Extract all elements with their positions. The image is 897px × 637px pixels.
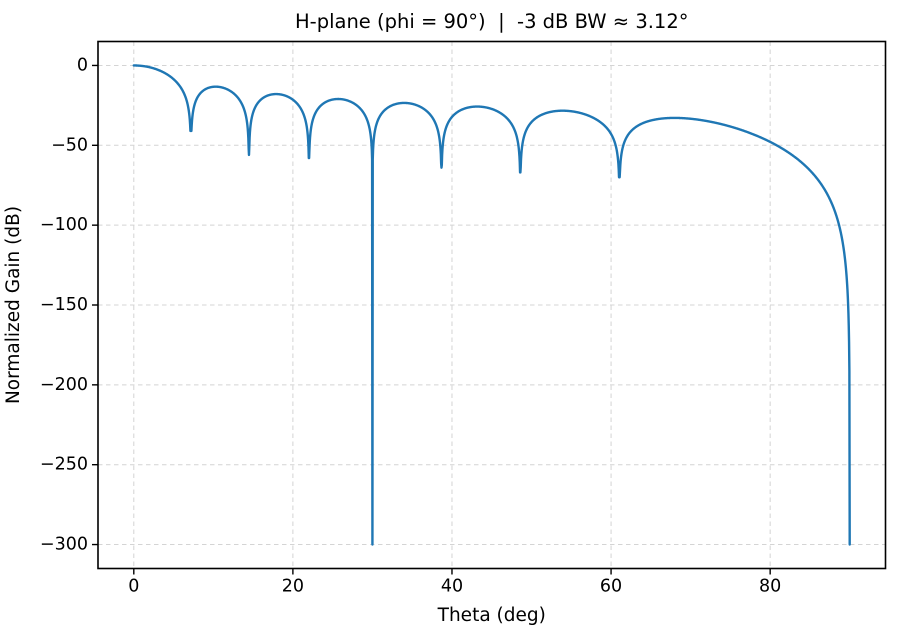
gain-curve	[132, 64, 851, 546]
x-tick-label: 80	[759, 577, 781, 597]
y-tick-label: −300	[40, 535, 88, 555]
y-tick-label: −50	[51, 135, 88, 155]
y-tick-label: −250	[40, 455, 88, 475]
x-tick-label: 20	[282, 577, 304, 597]
axis-ticks	[92, 64, 771, 575]
y-axis-label: Normalized Gain (dB)	[3, 206, 24, 404]
x-axis-label: Theta (deg)	[437, 605, 546, 626]
gridlines	[98, 41, 886, 569]
y-tick-label: −100	[40, 215, 88, 235]
tick-labels: 0 20 40 60 80 0 −50 −100 −150 −200 −250 −300	[40, 55, 781, 596]
x-tick-label: 0	[128, 577, 139, 597]
y-tick-label: −200	[40, 375, 88, 395]
y-tick-label: −150	[40, 295, 88, 315]
chart-title: H-plane (phi = 90°) | -3 dB BW ≈ 3.12°	[295, 10, 689, 33]
x-tick-label: 40	[441, 577, 463, 597]
x-tick-label: 60	[600, 577, 622, 597]
y-tick-label: 0	[77, 55, 88, 75]
